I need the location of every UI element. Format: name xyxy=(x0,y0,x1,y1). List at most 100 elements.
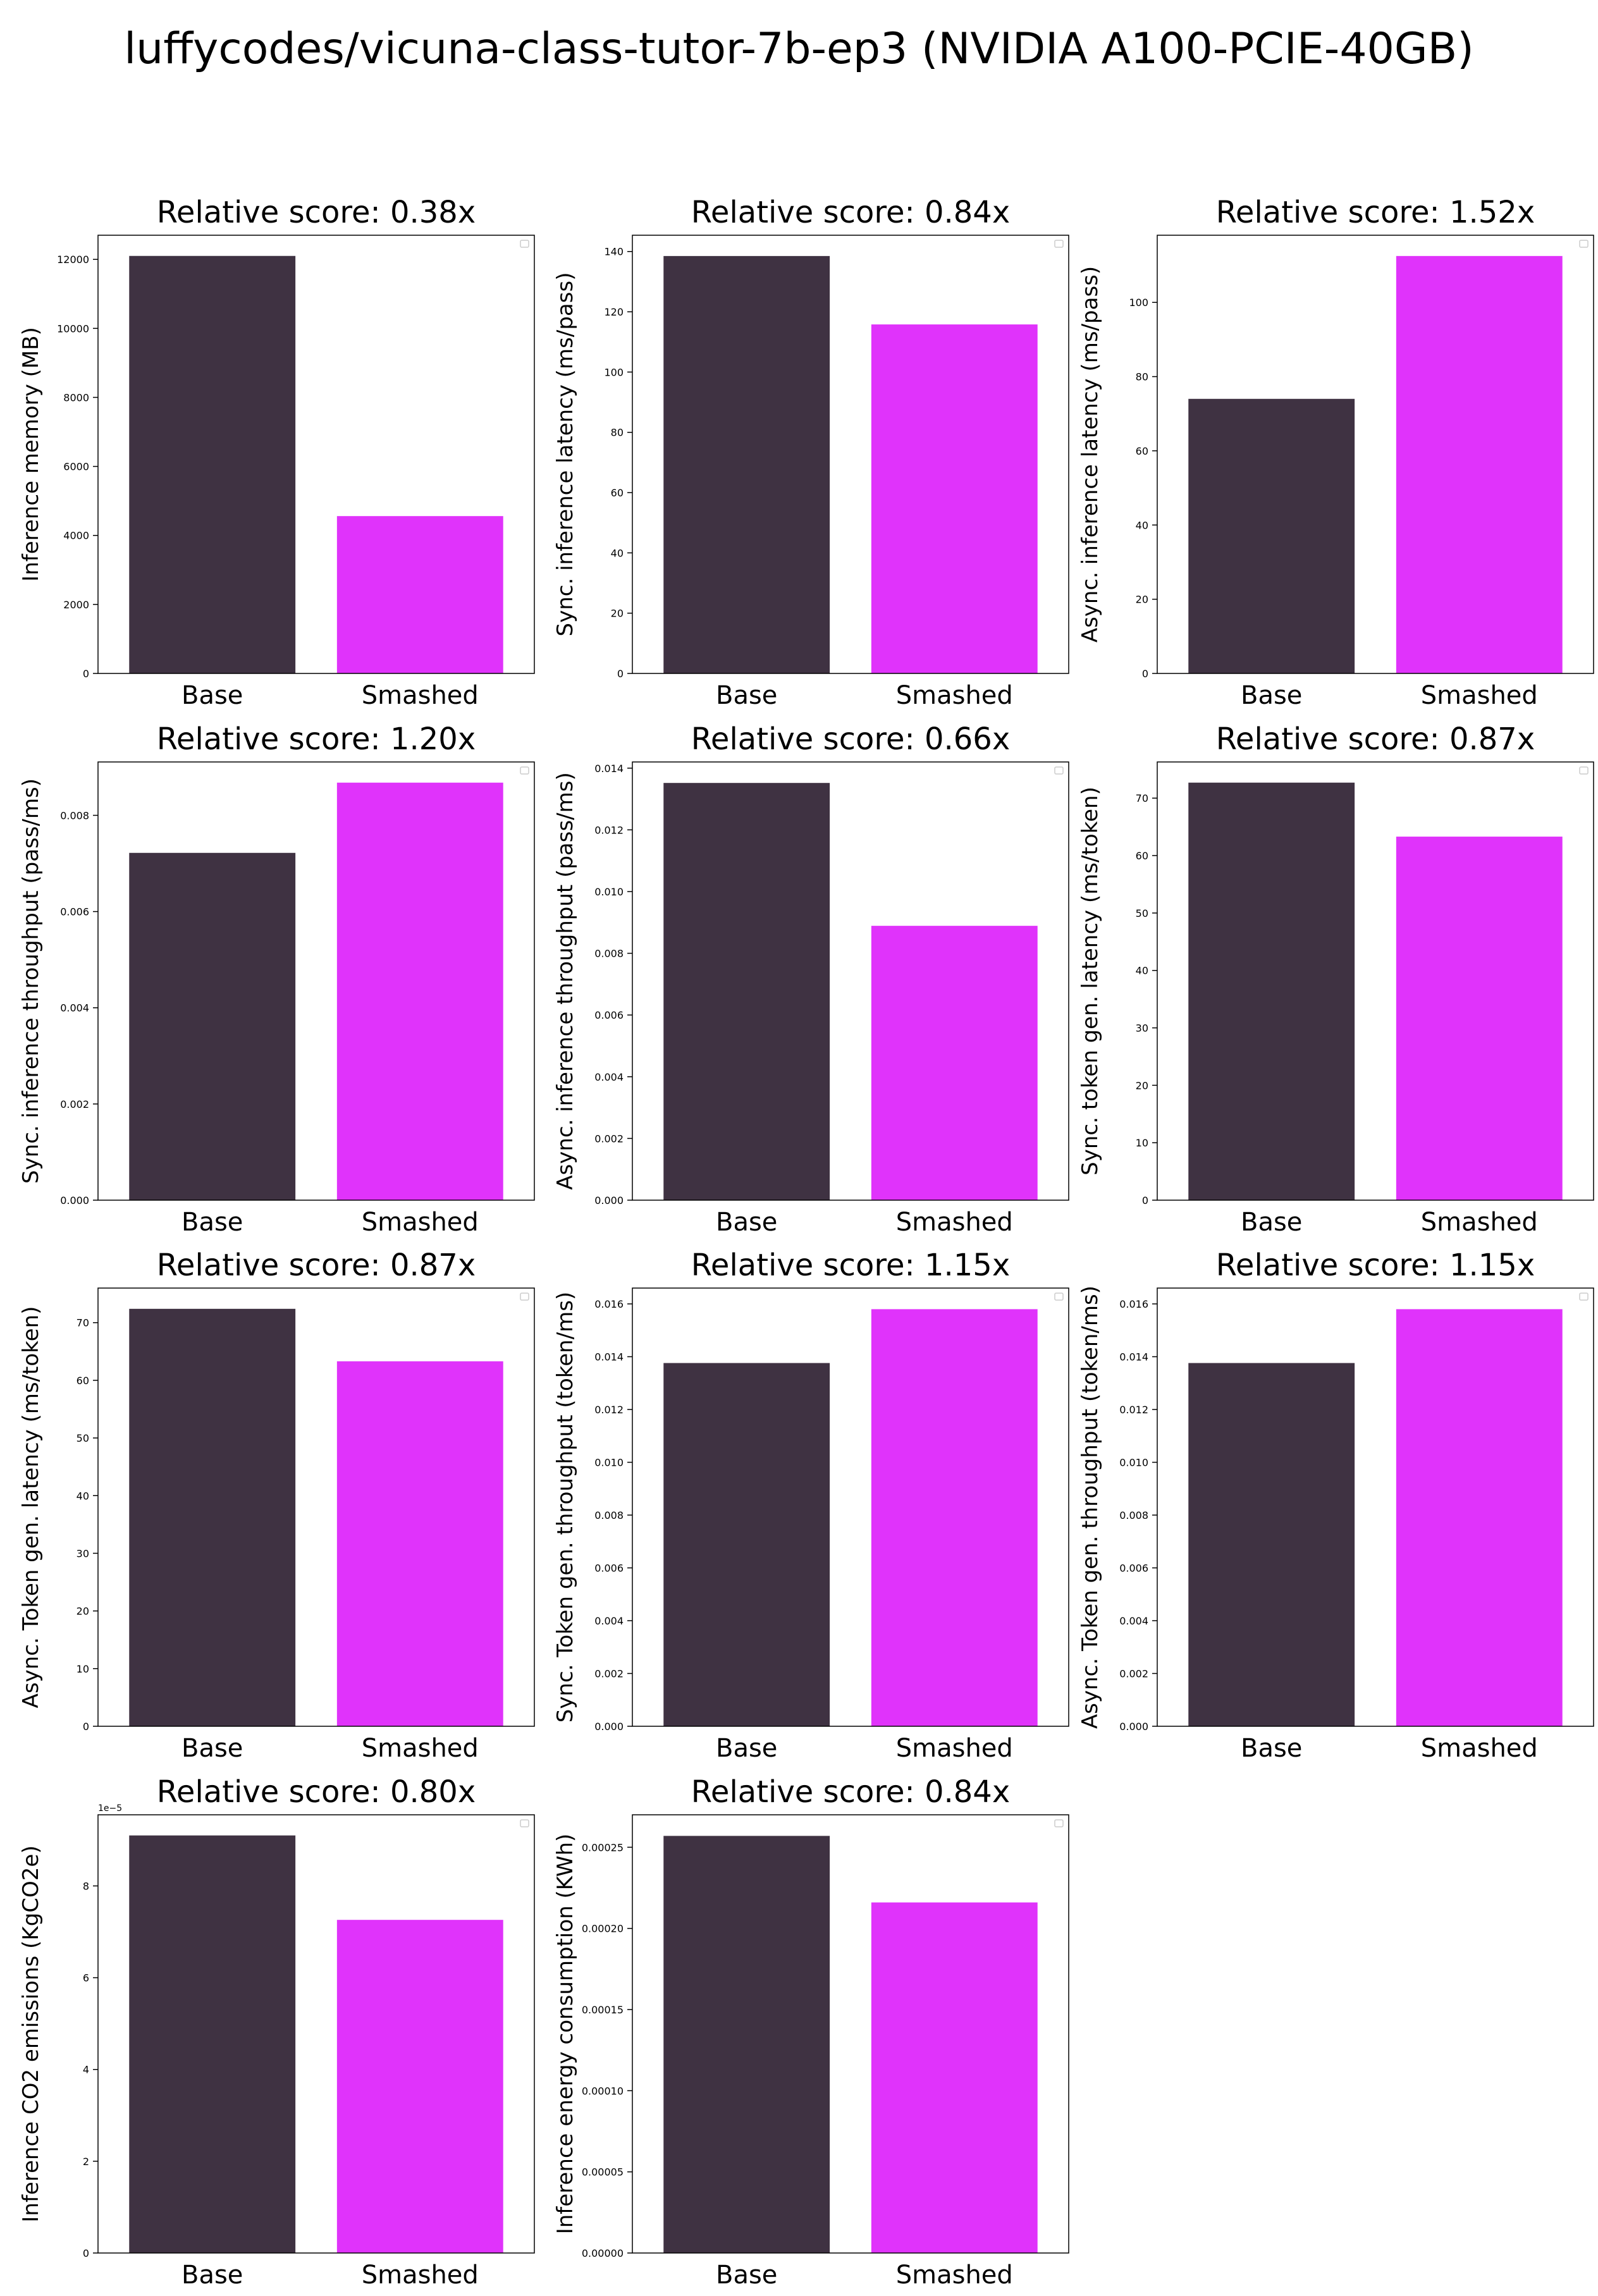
chart-panel-2: Relative score: 0.84x Base Smashed 0 20 40 60 8… xyxy=(553,195,1069,710)
legend-box xyxy=(1054,1819,1064,1827)
y-tick-label: 40 xyxy=(611,547,624,559)
y-tick-label: 0.002 xyxy=(594,1133,624,1145)
plot-frame xyxy=(1157,1287,1594,1727)
chart-panel-7: Relative score: 0.87x Base Smashed 0 10 20 30 4… xyxy=(18,1248,535,1763)
y-tick-label: 0.006 xyxy=(594,1009,624,1021)
bar-smashed xyxy=(336,516,503,673)
legend-box xyxy=(1579,766,1589,775)
legend-box xyxy=(520,766,529,775)
y-tick-label: 0 xyxy=(1142,1194,1148,1206)
y-axis-label: Inference memory (MB) xyxy=(18,327,44,582)
y-axis-label: Sync. Token gen. throughput (token/ms) xyxy=(553,1292,578,1723)
legend-box xyxy=(1579,1292,1589,1301)
legend-box xyxy=(520,240,529,248)
y-tick-label: 10000 xyxy=(57,322,89,335)
y-tick-label: 2 xyxy=(83,2156,89,2168)
y-tick-label: 0.00010 xyxy=(582,2085,624,2097)
plot-frame xyxy=(632,1814,1069,2254)
plot-frame xyxy=(1157,235,1594,674)
y-tick-label: 0.00005 xyxy=(582,2166,624,2178)
chart-title: Relative score: 1.20x xyxy=(157,721,476,757)
legend-box xyxy=(520,1819,529,1827)
chart-panel-10: Relative score: 0.80x Base Smashed 0 2 4 6 8 1e−… xyxy=(18,1774,535,2290)
bar-base xyxy=(1188,782,1355,1200)
chart-title: Relative score: 1.15x xyxy=(1216,1248,1535,1283)
bar-smashed xyxy=(1396,255,1563,673)
legend-box xyxy=(520,1292,529,1301)
plot-frame xyxy=(632,761,1069,1201)
bar-smashed xyxy=(1396,837,1563,1200)
plot-frame xyxy=(632,235,1069,674)
legend-box xyxy=(1579,240,1589,248)
y-tick-label: 0.012 xyxy=(594,824,624,836)
y-tick-label: 0.004 xyxy=(594,1071,624,1083)
chart-title: Relative score: 0.84x xyxy=(691,195,1011,230)
chart-title: Relative score: 0.87x xyxy=(1216,721,1535,757)
bar-smashed xyxy=(1396,1309,1563,1726)
y-tick-label: 20 xyxy=(77,1605,89,1618)
y-tick-label: 0.016 xyxy=(594,1298,624,1310)
y-offset-text: 1e−5 xyxy=(98,1803,122,1814)
y-axis-label: Inference CO2 emissions (KgCO2e) xyxy=(18,1845,44,2222)
plot-frame xyxy=(97,1287,535,1727)
y-tick-label: 0.006 xyxy=(60,906,89,918)
y-tick-label: 50 xyxy=(77,1432,89,1444)
y-tick-label: 6 xyxy=(83,1972,89,1984)
plot-frame xyxy=(1157,761,1594,1201)
y-tick-label: 0.002 xyxy=(1119,1668,1148,1680)
y-tick-label: 0.000 xyxy=(594,1721,624,1733)
y-tick-label: 70 xyxy=(1136,792,1148,804)
y-tick-label: 20 xyxy=(1136,1079,1148,1091)
y-tick-label: 30 xyxy=(1136,1022,1148,1034)
bar-smashed xyxy=(871,324,1038,673)
chart-title: Relative score: 0.84x xyxy=(691,1774,1011,1810)
x-tick-label: Smashed xyxy=(362,681,479,710)
y-tick-label: 10 xyxy=(77,1663,89,1675)
y-tick-label: 0.002 xyxy=(60,1098,89,1110)
y-tick-label: 0.010 xyxy=(594,886,624,898)
chart-title: Relative score: 1.15x xyxy=(691,1248,1011,1283)
chart-panel-11: Relative score: 0.84x Base Smashed 0.00000 0… xyxy=(553,1774,1069,2290)
y-tick-label: 0.000 xyxy=(60,1194,89,1206)
y-tick-label: 0 xyxy=(83,1721,89,1733)
y-tick-label: 4 xyxy=(83,2064,89,2076)
y-tick-label: 0.00020 xyxy=(582,1923,624,1935)
plot-frame xyxy=(632,1287,1069,1727)
y-tick-label: 8 xyxy=(83,1880,89,1892)
y-tick-label: 0.008 xyxy=(594,948,624,960)
y-tick-label: 0.016 xyxy=(1119,1298,1148,1310)
y-tick-label: 0.014 xyxy=(594,763,624,775)
y-tick-label: 0.004 xyxy=(1119,1615,1148,1627)
y-tick-label: 0.008 xyxy=(60,809,89,821)
x-tick-label: Smashed xyxy=(1421,681,1538,710)
x-tick-label: Smashed xyxy=(896,2261,1013,2290)
chart-title: Relative score: 0.87x xyxy=(157,1248,476,1283)
y-tick-label: 0.00025 xyxy=(582,1841,624,1853)
legend-box xyxy=(1054,1292,1064,1301)
bar-smashed xyxy=(871,1309,1038,1726)
y-tick-label: 0.004 xyxy=(594,1615,624,1627)
y-tick-label: 80 xyxy=(1136,371,1148,383)
bar-smashed xyxy=(871,926,1038,1200)
x-tick-label: Base xyxy=(716,1734,777,1763)
y-axis-label: Inference energy consumption (KWh) xyxy=(553,1834,578,2235)
x-tick-label: Base xyxy=(181,1734,243,1763)
chart-panel-1: Relative score: 0.38x Base Smashed 0 2000 400… xyxy=(18,195,535,710)
y-tick-label: 0.008 xyxy=(594,1509,624,1521)
y-tick-label: 60 xyxy=(77,1375,89,1387)
bar-base xyxy=(1188,1363,1355,1726)
y-tick-label: 10 xyxy=(1136,1137,1148,1149)
y-tick-label: 2000 xyxy=(63,599,89,611)
y-tick-label: 140 xyxy=(604,246,624,258)
y-axis-label: Async. Token gen. latency (ms/token) xyxy=(18,1306,44,1709)
y-tick-label: 50 xyxy=(1136,907,1148,919)
bar-smashed xyxy=(336,1920,503,2253)
y-tick-label: 0.006 xyxy=(594,1562,624,1575)
x-tick-label: Base xyxy=(1241,1734,1302,1763)
bar-base xyxy=(129,1308,296,1726)
y-tick-label: 0.002 xyxy=(594,1668,624,1680)
x-tick-label: Base xyxy=(716,2261,777,2290)
legend-box xyxy=(1054,240,1064,248)
bar-base xyxy=(663,255,830,674)
chart-panel-4: Relative score: 1.20x Base Smashed 0.000 0.0… xyxy=(18,721,535,1237)
